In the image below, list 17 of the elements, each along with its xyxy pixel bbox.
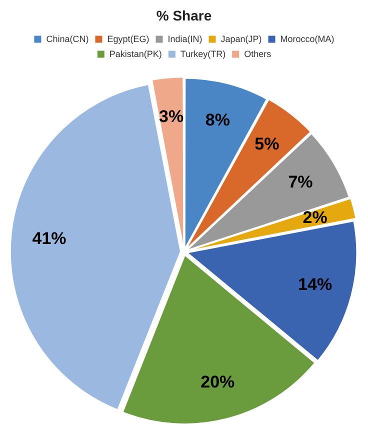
- legend-label: Turkey(TR): [180, 48, 226, 59]
- data-label: 14%: [298, 275, 332, 294]
- chart-title: % Share: [156, 7, 212, 24]
- data-label: 20%: [200, 372, 235, 392]
- data-label: 41%: [32, 228, 66, 248]
- legend-label: Morocco(MA): [280, 34, 334, 44]
- legend-label: Japan(JP): [220, 34, 262, 44]
- legend-label: India(IN): [168, 34, 202, 44]
- legend-label: Egypt(EG): [107, 34, 150, 44]
- data-label: 5%: [254, 134, 280, 154]
- data-label: 2%: [302, 208, 328, 227]
- data-label: 8%: [205, 110, 230, 130]
- data-label: 3%: [158, 106, 184, 126]
- legend-label: Others: [244, 48, 272, 59]
- legend-label: Pakistan(PK): [109, 48, 162, 59]
- legend-label: China(CN): [46, 34, 89, 44]
- data-label: 7%: [288, 172, 313, 192]
